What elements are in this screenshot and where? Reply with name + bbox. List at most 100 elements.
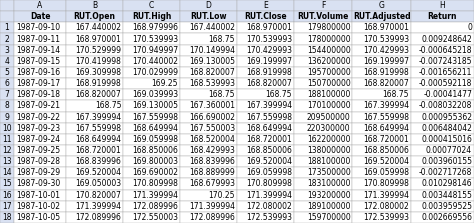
Text: 168.820007: 168.820007 [75,90,121,99]
Text: 172.089996: 172.089996 [75,213,121,222]
Bar [66,22,123,33]
Bar [180,33,237,45]
Bar [123,67,180,78]
Text: 170.419998: 170.419998 [75,57,121,66]
Bar [180,156,237,167]
Bar [237,134,294,145]
Text: 1987-09-21: 1987-09-21 [16,101,60,110]
Text: 6: 6 [4,79,9,88]
Text: 168.720001: 168.720001 [246,135,292,144]
Text: 170.809998: 170.809998 [246,180,292,188]
Bar [237,112,294,123]
Bar [411,123,474,134]
Text: -0.007243185: -0.007243185 [419,57,472,66]
Bar [294,22,353,33]
Text: 168.429993: 168.429993 [189,146,235,155]
Text: 169.130005: 169.130005 [189,57,235,66]
Text: 1987-09-30: 1987-09-30 [16,180,60,188]
Bar [237,178,294,190]
Text: Return: Return [428,12,457,21]
Bar [411,11,474,22]
Bar [14,56,66,67]
Text: 162200000: 162200000 [307,135,351,144]
Text: H: H [439,1,446,10]
Bar [353,190,411,201]
Bar [123,78,180,89]
Bar [294,212,353,223]
Text: 168.720001: 168.720001 [75,146,121,155]
Bar [66,100,123,112]
Text: 172.089996: 172.089996 [189,213,235,222]
Text: 12: 12 [2,146,12,155]
Text: 168.820007: 168.820007 [363,79,409,88]
Bar [180,112,237,123]
Bar [14,134,66,145]
Text: RUT.High: RUT.High [132,12,171,21]
Bar [0,33,14,45]
Text: 1987-09-11: 1987-09-11 [16,35,60,43]
Text: RUT.Adjusted: RUT.Adjusted [353,12,410,21]
Text: 14: 14 [2,168,12,177]
Text: 5: 5 [4,68,9,77]
Bar [353,100,411,112]
Text: 167.559998: 167.559998 [363,113,409,122]
Bar [0,89,14,100]
Bar [123,89,180,100]
Bar [353,178,411,190]
Text: 15: 15 [2,180,12,188]
Bar [66,89,123,100]
Bar [411,45,474,56]
Bar [237,33,294,45]
Bar [123,123,180,134]
Bar [237,167,294,178]
Bar [411,0,474,11]
Bar [14,33,66,45]
Bar [237,89,294,100]
Text: 171.399994: 171.399994 [363,191,409,200]
Bar [353,212,411,223]
Bar [14,22,66,33]
Bar [0,212,14,223]
Text: 169.800003: 169.800003 [132,157,178,166]
Text: 169.050003: 169.050003 [75,180,121,188]
Text: 168.539993: 168.539993 [189,79,235,88]
Bar [123,33,180,45]
Bar [66,201,123,212]
Text: 170.529999: 170.529999 [75,46,121,55]
Text: 1987-09-24: 1987-09-24 [16,135,60,144]
Bar [66,67,123,78]
Text: 169.25: 169.25 [152,79,178,88]
Text: 168.649994: 168.649994 [132,124,178,133]
Bar [123,190,180,201]
Bar [294,190,353,201]
Text: 168.889999: 168.889999 [189,168,235,177]
Bar [353,123,411,134]
Bar [237,190,294,201]
Text: D: D [206,1,211,10]
Text: 170.429993: 170.429993 [363,46,409,55]
Bar [353,11,411,22]
Text: 0.003448155: 0.003448155 [421,191,472,200]
Bar [123,45,180,56]
Text: 4: 4 [4,57,9,66]
Bar [123,0,180,11]
Text: 168.970001: 168.970001 [363,23,409,32]
Bar [180,178,237,190]
Text: 168.839996: 168.839996 [75,157,121,166]
Text: 1987-09-23: 1987-09-23 [16,124,60,133]
Text: 168.720001: 168.720001 [363,135,409,144]
Bar [14,112,66,123]
Text: 169.520004: 169.520004 [75,168,121,177]
Text: 168.649994: 168.649994 [246,124,292,133]
Text: 172.539993: 172.539993 [246,213,292,222]
Bar [0,45,14,56]
Bar [0,190,14,201]
Bar [294,145,353,156]
Bar [180,145,237,156]
Text: 3: 3 [4,46,9,55]
Text: 169.059998: 169.059998 [363,168,409,177]
Text: 168.520004: 168.520004 [189,135,235,144]
Bar [0,167,14,178]
Text: 136200000: 136200000 [307,57,351,66]
Bar [66,178,123,190]
